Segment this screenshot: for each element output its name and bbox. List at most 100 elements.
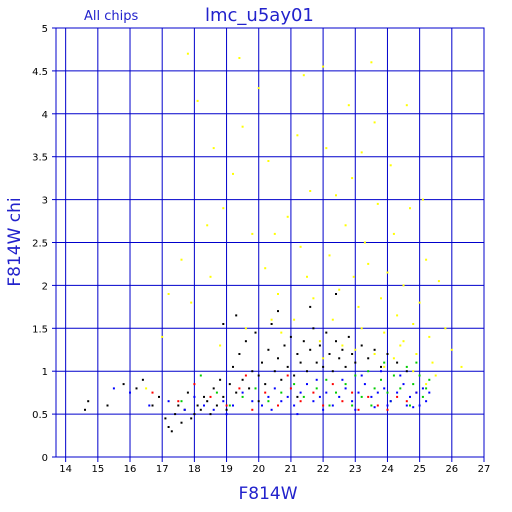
data-point xyxy=(261,404,263,407)
data-point xyxy=(315,387,318,390)
y-tick-label: 1.5 xyxy=(32,324,48,335)
data-point xyxy=(235,391,238,394)
data-point xyxy=(299,361,302,364)
data-point xyxy=(306,370,308,373)
data-point xyxy=(351,400,354,403)
data-point xyxy=(280,391,283,394)
data-point xyxy=(360,374,363,377)
data-point xyxy=(380,378,382,381)
data-point xyxy=(392,357,395,360)
data-point xyxy=(251,408,254,411)
data-point xyxy=(312,327,315,330)
data-point xyxy=(318,395,321,398)
data-point xyxy=(328,254,331,257)
data-point xyxy=(225,408,228,411)
data-point xyxy=(318,344,321,347)
data-point xyxy=(264,383,267,386)
y-tick-label: 4.5 xyxy=(32,67,48,78)
data-point xyxy=(232,404,234,407)
data-point xyxy=(203,395,205,398)
data-point xyxy=(167,293,170,295)
data-point xyxy=(402,340,405,343)
data-point xyxy=(341,400,344,403)
data-point xyxy=(357,305,360,308)
data-point xyxy=(367,395,370,398)
data-point xyxy=(244,340,247,343)
data-point xyxy=(183,408,186,411)
data-point xyxy=(370,404,373,407)
data-point xyxy=(209,395,212,398)
data-point xyxy=(209,413,212,416)
data-point xyxy=(376,202,379,205)
data-point xyxy=(267,348,270,351)
data-point xyxy=(251,370,254,373)
data-point xyxy=(376,391,379,394)
data-point xyxy=(335,293,337,295)
data-point xyxy=(405,104,408,107)
data-point xyxy=(460,365,463,368)
data-point xyxy=(222,395,225,398)
data-point xyxy=(380,365,382,368)
data-point xyxy=(257,374,260,377)
data-point xyxy=(196,99,199,102)
data-point xyxy=(215,391,218,394)
data-point xyxy=(180,400,183,403)
data-point xyxy=(241,125,244,128)
data-point xyxy=(354,361,357,364)
data-point xyxy=(412,406,415,409)
data-point xyxy=(386,353,389,355)
data-point xyxy=(293,318,296,321)
data-point xyxy=(344,387,347,390)
data-point xyxy=(396,314,399,317)
data-point xyxy=(222,323,225,325)
data-point xyxy=(158,395,160,398)
data-point xyxy=(199,374,202,377)
data-point xyxy=(351,177,354,180)
data-point xyxy=(412,323,415,325)
data-point xyxy=(190,417,193,420)
data-point xyxy=(363,241,366,244)
data-point xyxy=(296,353,299,355)
subtitle: All chips xyxy=(84,9,138,24)
data-point xyxy=(212,387,215,390)
data-point xyxy=(373,348,376,351)
data-point xyxy=(347,104,350,107)
data-point xyxy=(193,383,196,386)
data-point xyxy=(328,353,331,355)
data-point xyxy=(405,400,408,403)
data-point xyxy=(296,395,299,398)
data-point xyxy=(402,284,405,287)
data-point xyxy=(209,275,212,278)
data-point xyxy=(405,365,408,368)
data-point xyxy=(302,340,305,343)
data-point xyxy=(363,383,366,386)
x-tick-label: 18 xyxy=(188,464,201,475)
data-point xyxy=(273,232,276,235)
data-point xyxy=(309,348,312,351)
data-point xyxy=(354,374,357,377)
data-point xyxy=(225,404,228,407)
data-point xyxy=(293,374,296,377)
data-point xyxy=(277,357,279,360)
data-point xyxy=(270,323,273,325)
data-point xyxy=(164,417,167,420)
x-tick-label: 24 xyxy=(381,464,394,475)
data-point xyxy=(309,190,312,192)
data-point xyxy=(264,391,267,394)
x-tick-label: 15 xyxy=(91,464,104,475)
x-tick-label: 17 xyxy=(156,464,169,475)
data-point xyxy=(228,383,231,386)
data-point xyxy=(415,361,418,364)
data-point xyxy=(352,275,355,278)
data-point xyxy=(273,387,276,390)
data-point xyxy=(151,404,154,407)
data-point xyxy=(421,198,424,201)
x-axis-label: F814W xyxy=(238,484,297,504)
data-point xyxy=(383,365,386,368)
data-point xyxy=(373,387,376,390)
data-point xyxy=(399,387,402,390)
data-point xyxy=(425,383,428,386)
data-point xyxy=(267,400,270,403)
data-point xyxy=(421,395,424,398)
data-point xyxy=(318,340,321,343)
